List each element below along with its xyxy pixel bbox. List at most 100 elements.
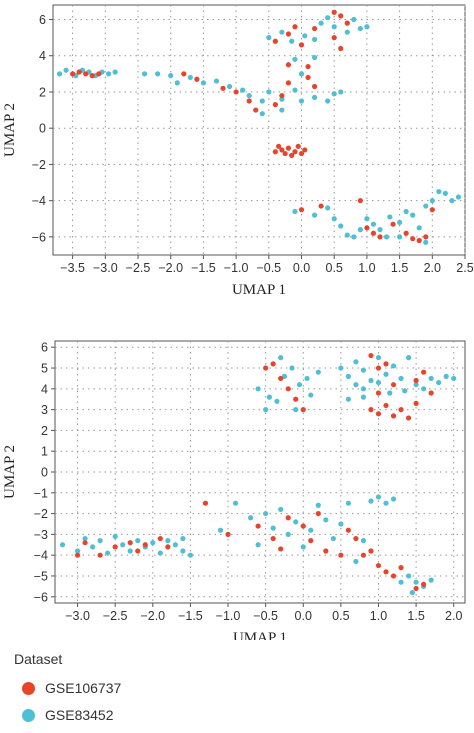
point-gse106737 [295,143,301,149]
point-gse83452 [331,24,337,30]
point-gse83452 [112,533,118,540]
point-gse106737 [344,20,350,26]
point-gse106737 [165,544,171,550]
point-gse83452 [292,87,298,93]
point-gse83452 [345,373,351,379]
point-gse83452 [323,517,329,523]
point-gse83452 [360,394,367,400]
point-gse106737 [331,35,337,41]
point-gse106737 [370,230,377,236]
point-gse83452 [74,548,81,554]
point-gse106737 [413,377,419,384]
point-gse83452 [259,111,265,117]
point-gse83452 [368,377,374,384]
y-tick-label: −4 [32,194,46,208]
point-gse83452 [90,544,96,550]
point-gse83452 [292,208,298,215]
point-gse83452 [443,373,449,379]
y-tick-label: 6 [39,13,46,27]
point-gse106737 [377,234,383,240]
point-gse83452 [174,80,180,86]
point-gse83452 [311,54,318,61]
point-gse83452 [338,89,344,95]
point-gse83452 [200,80,207,86]
point-gse83452 [344,29,350,35]
point-gse83452 [405,355,412,361]
point-gse83452 [325,15,331,21]
point-gse106737 [383,361,389,367]
x-tick-label: −1.0 [216,609,241,623]
x-tick-label: 2.0 [424,261,441,275]
point-gse83452 [429,198,435,204]
point-gse83452 [298,98,305,104]
point-gse83452 [370,221,377,227]
point-gse83452 [413,579,419,585]
point-gse106737 [345,527,351,533]
point-gse83452 [360,538,367,544]
point-gse106737 [293,396,299,402]
point-gse83452 [330,535,336,542]
point-gse83452 [263,407,269,413]
legend-title: Dataset [14,651,63,667]
y-tick-label: −4 [34,549,48,563]
point-gse106737 [76,69,82,75]
point-gse106737 [410,236,416,242]
point-gse106737 [194,76,200,82]
point-gse106737 [285,515,291,521]
point-gse83452 [353,558,359,565]
point-gse83452 [105,71,112,77]
x-tick-label: 1.0 [358,261,375,275]
y-tick-label: 2 [39,85,46,99]
point-gse106737 [225,531,231,537]
point-gse106737 [270,361,276,367]
point-gse83452 [63,67,69,73]
point-gse83452 [300,544,306,550]
point-gse106737 [270,535,276,542]
x-axis-title: UMAP 1 [233,630,287,640]
point-gse106737 [298,207,305,213]
point-gse83452 [112,69,118,75]
point-gse83452 [351,234,357,240]
point-gse106737 [368,407,374,413]
point-gse106737 [375,390,382,396]
point-gse106737 [368,352,374,359]
point-gse83452 [127,548,133,554]
point-gse83452 [187,74,193,81]
point-gse83452 [403,208,409,215]
point-gse106737 [311,83,318,90]
y-tick-label: −3 [34,528,48,542]
point-gse83452 [82,535,88,542]
point-gse106737 [255,523,261,529]
point-gse106737 [272,38,278,44]
point-gse106737 [272,102,278,108]
point-gse83452 [409,590,415,596]
point-gse83452 [150,540,156,546]
point-gse83452 [266,89,272,95]
point-gse83452 [270,525,276,531]
point-gse83452 [357,25,363,32]
legend-dot-gse83452 [22,708,35,722]
point-gse106737 [368,548,374,554]
legend-item-gse106737: GSE106737 [22,678,121,698]
umap-scatter-bottom: −3.0 −2.5 −2.0 −1.5 −1.0 −0.5 0.0 0.5 1.0 1.5 2.0 −… [2,340,466,640]
point-gse83452 [141,71,148,77]
point-gse83452 [105,550,111,556]
point-gse106737 [298,42,305,48]
point-gse83452 [325,98,331,104]
point-gse106737 [311,25,318,32]
point-gse106737 [220,85,226,91]
point-gse106737 [96,71,102,77]
y-tick-label: −2 [32,158,46,172]
point-gse106737 [305,74,311,81]
y-tick-label: −1 [34,486,48,500]
point-gse106737 [127,540,133,546]
point-gse83452 [308,392,314,398]
y-tick-label: 4 [41,382,48,396]
point-gse83452 [410,212,416,218]
point-gse106737 [285,31,292,37]
x-tick-label: −2.0 [140,609,165,623]
point-gse83452 [274,398,280,404]
point-gse83452 [180,535,186,542]
point-gse106737 [298,150,305,157]
point-gse106737 [112,544,118,550]
